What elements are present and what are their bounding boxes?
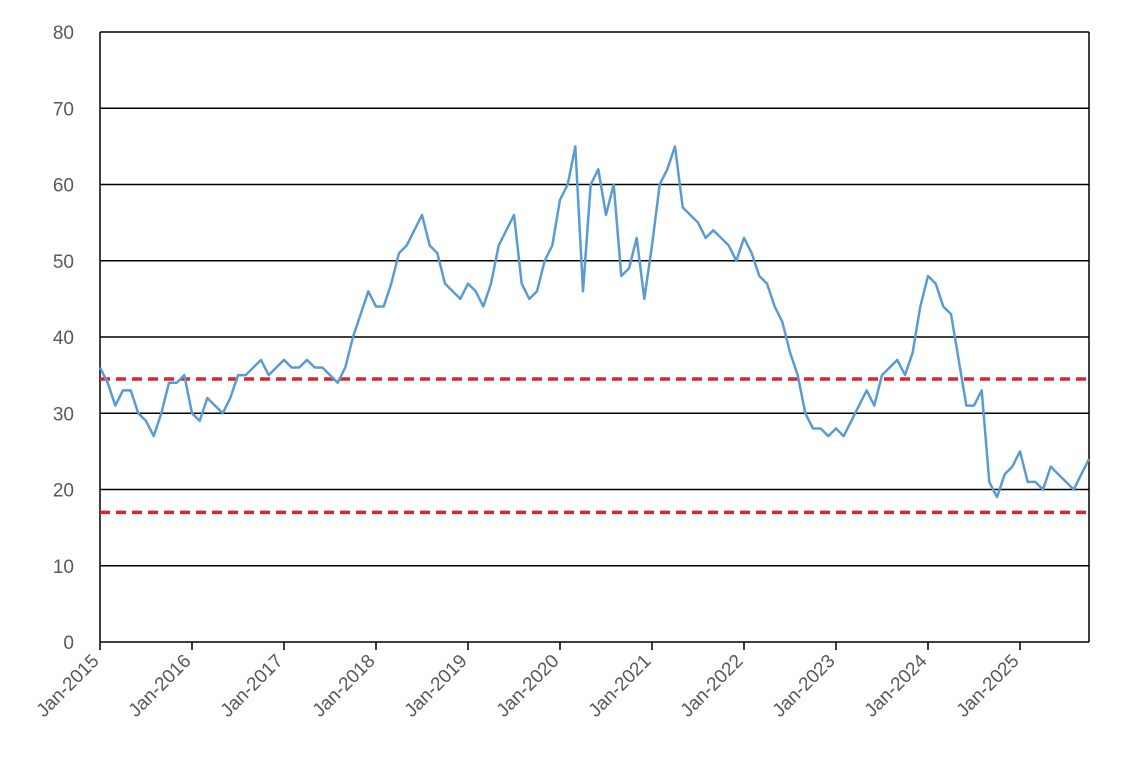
- y-tick-label: 80: [53, 23, 74, 44]
- y-tick-label: 60: [53, 176, 74, 197]
- x-tick-label: Jan-2021: [585, 651, 656, 722]
- reference-lines: [100, 377, 1089, 515]
- axes: [99, 32, 1090, 643]
- x-tick-label: Jan-2022: [677, 651, 748, 722]
- x-tick-label: Jan-2024: [861, 650, 932, 721]
- x-tick-labels: Jan-2015 Jan-2016 Jan-2017 Jan-2018 Jan-2019…: [33, 642, 1024, 722]
- series-line: [98, 145, 1091, 499]
- y-tick-label: 40: [53, 328, 74, 349]
- y-tick-label: 30: [53, 404, 74, 425]
- y-tick-label: 70: [53, 99, 74, 120]
- series-layer: [98, 145, 1091, 499]
- y-tick-label: 50: [53, 252, 74, 273]
- gridlines: [100, 31, 1089, 567]
- x-tick-label: Jan-2023: [769, 651, 840, 722]
- y-tick-label: 0: [63, 633, 74, 654]
- x-tick-label: Jan-2017: [217, 651, 288, 722]
- x-tick-label: Jan-2025: [953, 651, 1024, 722]
- x-tick-label: Jan-2018: [309, 651, 380, 722]
- y-tick-label: 10: [53, 557, 74, 578]
- x-tick-label: Jan-2015: [33, 651, 104, 722]
- x-tick-label: Jan-2019: [401, 651, 472, 722]
- x-tick-label: Jan-2020: [493, 651, 564, 722]
- y-tick-label: 20: [53, 481, 74, 502]
- y-tick-labels: 0 10 20 30 40 50 60 70 80: [53, 23, 74, 654]
- x-tick-label: Jan-2016: [125, 651, 196, 722]
